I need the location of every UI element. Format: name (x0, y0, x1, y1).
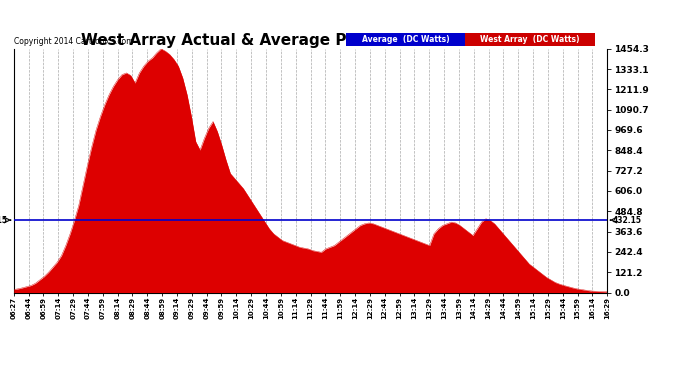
Title: West Array Actual & Average Power Wed Nov 5 16:35: West Array Actual & Average Power Wed No… (81, 33, 540, 48)
Text: Copyright 2014 Cartronics.com: Copyright 2014 Cartronics.com (14, 38, 133, 46)
Bar (346, 33, 465, 46)
Bar (465, 33, 595, 46)
Text: West Array  (DC Watts): West Array (DC Watts) (480, 35, 580, 44)
Text: 432.15: 432.15 (0, 216, 8, 225)
Text: Average  (DC Watts): Average (DC Watts) (362, 35, 449, 44)
Text: 432.15: 432.15 (613, 216, 642, 225)
